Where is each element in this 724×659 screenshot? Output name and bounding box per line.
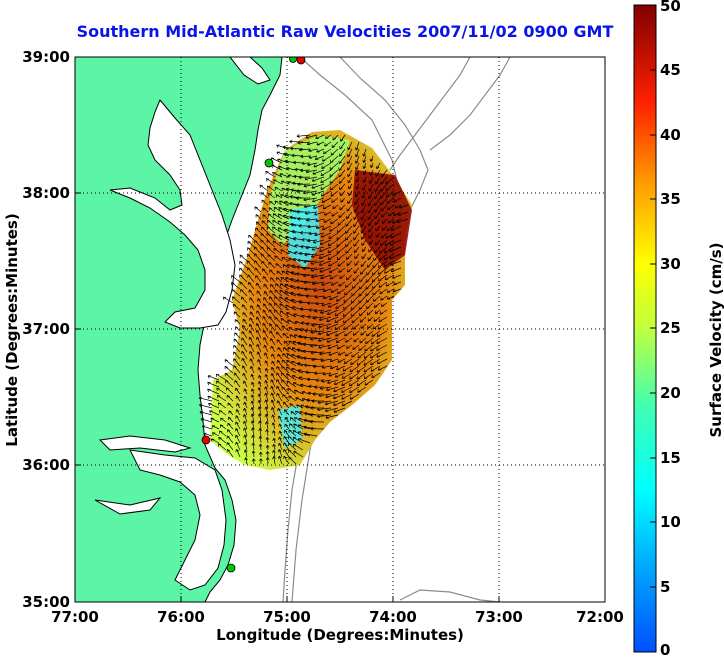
y-axis-label: Latitude (Degrees:Minutes) [3, 213, 21, 447]
colorbar-tick-label: 15 [660, 449, 681, 467]
x-axis-label: Longitude (Degrees:Minutes) [216, 626, 464, 644]
colorbar-tick-label: 35 [660, 190, 681, 208]
coastal-river [94, 497, 162, 515]
colorbar-label: Surface Velocity (cm/s) [707, 242, 724, 438]
y-tick-label: 37:00 [22, 320, 70, 338]
radar-station-marker [201, 435, 211, 445]
colorbar-tick-label: 5 [660, 578, 671, 596]
radar-station-marker [264, 158, 274, 168]
colorbar-tick-label: 0 [660, 641, 671, 659]
map-title: Southern Mid-Atlantic Raw Velocities 200… [76, 22, 614, 41]
colorbar-tick-label: 50 [660, 0, 681, 15]
chesapeake-bay [109, 99, 236, 329]
radar-station-marker [226, 563, 236, 573]
x-tick-label: 77:00 [51, 608, 99, 626]
colorbar-tick-label: 45 [660, 61, 681, 79]
x-tick-label: 72:00 [576, 608, 624, 626]
x-tick-label: 75:00 [263, 608, 311, 626]
y-tick-label: 35:00 [22, 593, 70, 611]
y-tick-label: 39:00 [22, 48, 70, 66]
dark-red-patch [352, 170, 412, 270]
y-tick-label: 38:00 [22, 184, 70, 202]
colorbar-tick-label: 20 [660, 384, 681, 402]
colorbar-ticks [650, 69, 656, 588]
albemarle-sound [98, 435, 192, 453]
x-tick-label: 73:00 [475, 608, 523, 626]
radar-station-marker [296, 57, 306, 65]
radar-station-marker [289, 57, 297, 63]
pamlico-sound [129, 449, 227, 591]
velocity-arrows [198, 134, 409, 465]
x-tick-label: 74:00 [369, 608, 417, 626]
colorbar-tick-label: 40 [660, 126, 681, 144]
colorbar-tick-label: 25 [660, 319, 681, 337]
y-tick-label: 36:00 [22, 456, 70, 474]
colorbar-tick-label: 30 [660, 255, 681, 273]
velocity-vectors [198, 134, 409, 465]
colorbar-tick-label: 10 [660, 513, 681, 531]
x-tick-label: 76:00 [157, 608, 205, 626]
axis-ticks [75, 192, 500, 602]
delaware-bay [229, 57, 271, 85]
